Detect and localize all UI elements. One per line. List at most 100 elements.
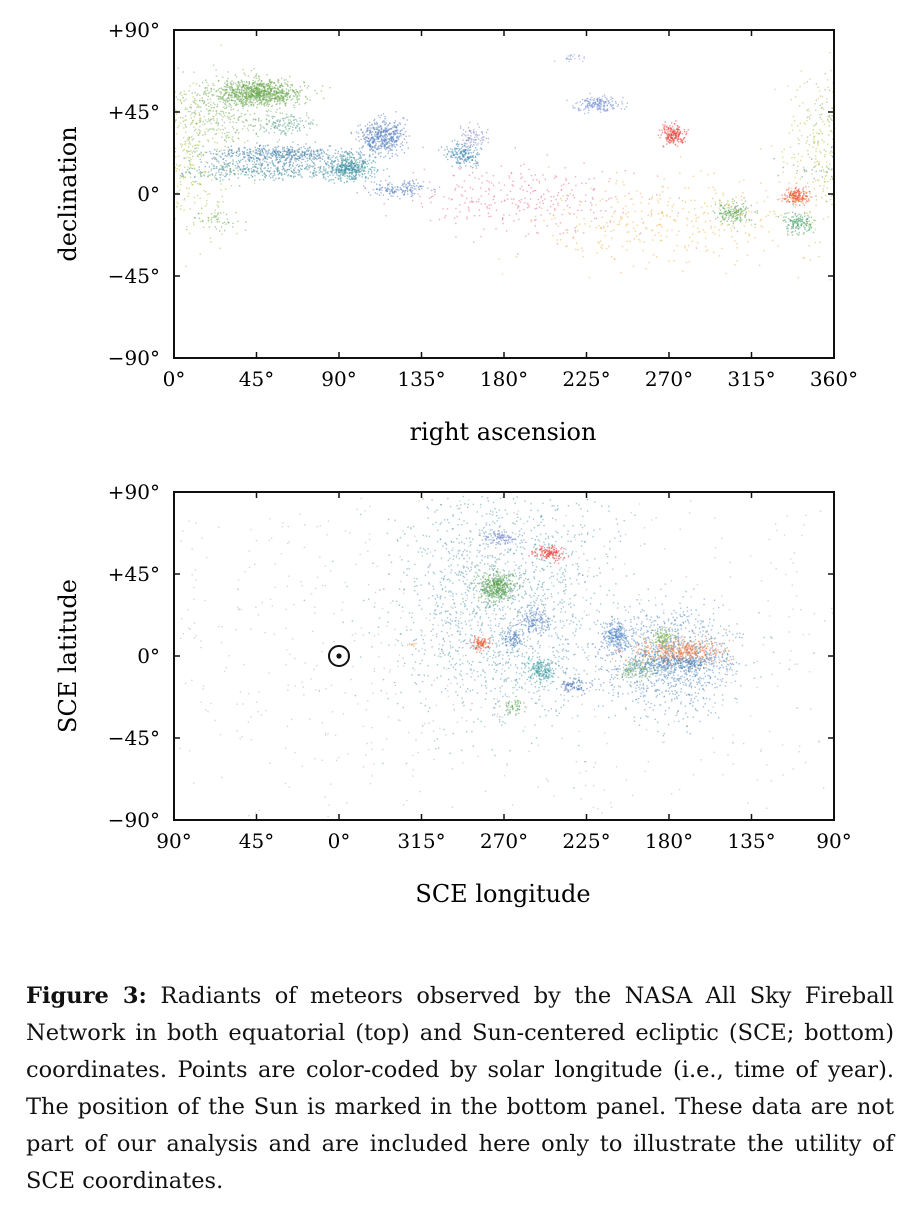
radiant-point (560, 184, 563, 187)
radiant-point (583, 232, 585, 234)
radiant-point (264, 92, 266, 94)
radiant-point (467, 159, 470, 161)
radiant-point (271, 99, 273, 101)
radiant-point (259, 97, 261, 99)
radiant-point (219, 168, 221, 170)
radiant-point (393, 132, 395, 134)
radiant-point (259, 154, 261, 156)
radiant-point (262, 152, 264, 154)
radiant-point (593, 105, 595, 108)
radiant-point (799, 221, 801, 223)
radiant-point (391, 149, 394, 151)
radiant-point (568, 182, 570, 185)
radiant-point (256, 93, 258, 95)
radiant-point (229, 169, 231, 171)
radiant-point (377, 136, 379, 139)
radiant-point (799, 200, 801, 202)
radiant-point (796, 219, 798, 221)
radiant-point (673, 138, 675, 140)
radiant-point (247, 91, 250, 94)
radiant-point (388, 124, 390, 126)
radiant-point (578, 109, 580, 111)
radiant-point (375, 143, 377, 145)
radiant-point (259, 91, 261, 94)
radiant-point (292, 98, 294, 100)
radiant-point (230, 171, 232, 174)
radiant-point (509, 190, 512, 193)
radiant-point (417, 193, 419, 195)
radiant-point (260, 125, 262, 127)
radiant-point (301, 164, 303, 167)
radiant-point (744, 200, 747, 202)
radiant-point (384, 121, 386, 123)
radiant-point (203, 92, 205, 94)
radiant-point (797, 189, 799, 191)
radiant-point (285, 113, 288, 115)
radiant-point (502, 217, 504, 219)
radiant-point (797, 221, 799, 223)
radiant-point (250, 97, 253, 99)
radiant-point (388, 140, 390, 142)
radiant-point (202, 120, 204, 123)
radiant-point (378, 147, 380, 150)
radiant-point (399, 198, 401, 200)
radiant-point (741, 219, 743, 221)
radiant-point (241, 120, 243, 123)
radiant-point (724, 205, 726, 207)
radiant-point (296, 90, 298, 93)
radiant-point (396, 195, 399, 198)
radiant-point (374, 131, 377, 133)
radiant-point (185, 119, 187, 121)
radiant-point (268, 88, 270, 91)
radiant-point (314, 157, 317, 160)
radiant-point (231, 150, 233, 152)
radiant-point (418, 185, 421, 187)
radiant-point (296, 149, 298, 152)
radiant-point (289, 161, 292, 164)
radiant-point (387, 198, 389, 201)
radiant-point (732, 202, 734, 205)
radiant-point (264, 150, 267, 152)
radiant-point (228, 153, 230, 155)
radiant-point (327, 154, 329, 156)
radiant-point (255, 87, 257, 89)
radiant-point (371, 150, 374, 152)
radiant-point (604, 234, 606, 237)
radiant-point (240, 93, 242, 96)
radiant-point (341, 169, 344, 172)
radiant-point (229, 86, 232, 88)
radiant-point (528, 184, 530, 186)
radiant-point (401, 129, 403, 131)
radiant-point (566, 204, 569, 207)
radiant-point (377, 115, 380, 117)
radiant-point (746, 254, 749, 256)
radiant-point (795, 187, 797, 189)
radiant-point (247, 140, 249, 142)
radiant-point (211, 174, 214, 176)
radiant-point (240, 102, 242, 105)
radiant-point (584, 99, 586, 101)
radiant-point (319, 167, 321, 169)
radiant-point (520, 198, 523, 201)
radiant-point (737, 211, 740, 213)
radiant-point (340, 166, 343, 168)
radiant-point (392, 126, 394, 128)
radiant-point (268, 119, 270, 122)
radiant-point (313, 162, 315, 165)
radiant-point (257, 163, 260, 165)
radiant-point (264, 176, 266, 179)
radiant-point (265, 95, 267, 98)
radiant-point (468, 146, 471, 149)
radiant-point (550, 200, 552, 202)
radiant-point (395, 149, 398, 151)
radiant-point (528, 205, 530, 208)
radiant-point (782, 166, 784, 169)
radiant-point (200, 110, 202, 113)
radiant-point (402, 183, 404, 186)
radiant-point (728, 207, 730, 209)
radiant-point (379, 145, 382, 147)
radiant-point (463, 142, 466, 144)
radiant-point (251, 160, 253, 162)
radiant-point (342, 164, 344, 166)
radiant-point (310, 159, 313, 161)
